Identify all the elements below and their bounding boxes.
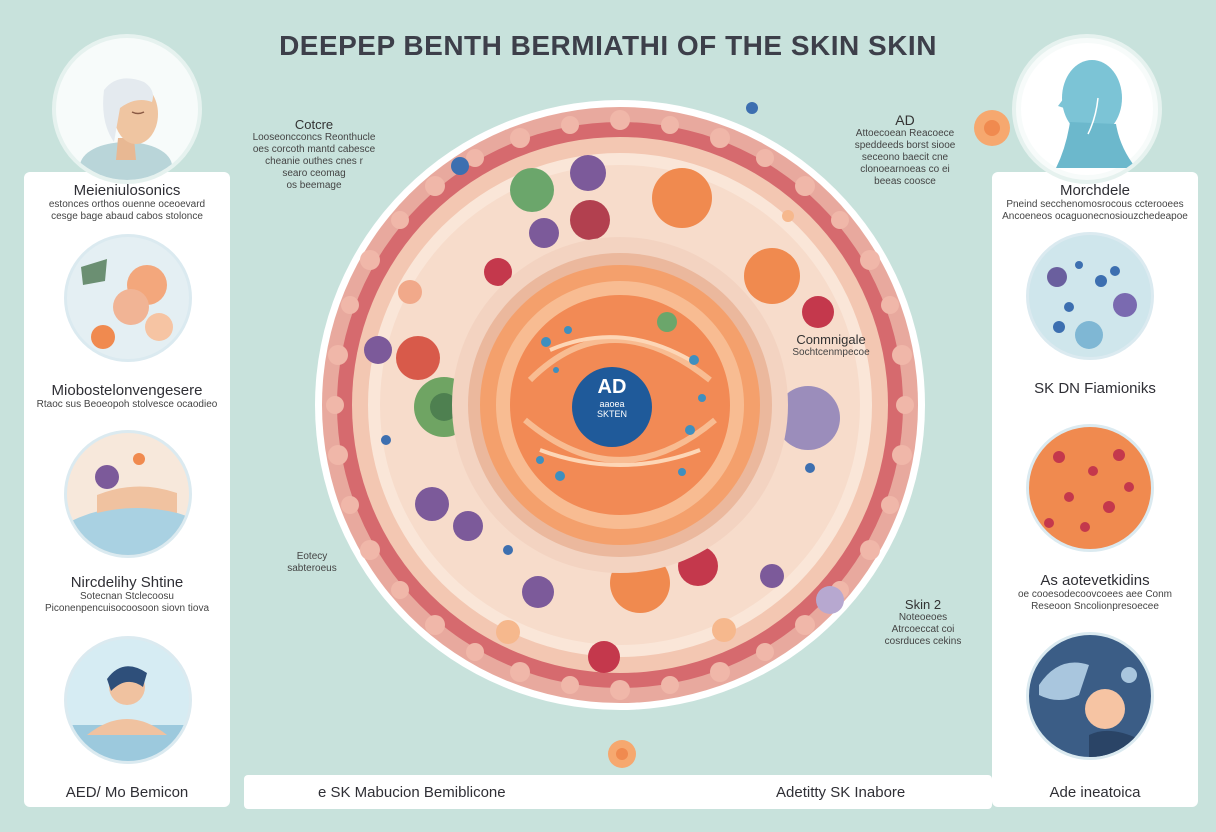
- annotation-line: cheanie outhes cnes r: [265, 156, 363, 167]
- core-title: AD: [597, 376, 627, 398]
- page-title: DEEPEP BENTH BERMIATHI OF THE SKIN SKIN: [279, 30, 937, 61]
- left-avatar: [52, 34, 202, 184]
- footer-left: AED/ Mo Bemicon: [65, 784, 189, 801]
- annotation-heading: AD: [895, 112, 915, 128]
- flower-cell-icon: [974, 110, 1010, 146]
- left-section-1: Meieniulosonics estonces orthos ouenne o…: [24, 182, 230, 223]
- left-section-3: Nircdelihy Shtine Sotecnan Stclecoosu Pi…: [24, 574, 230, 615]
- left-section-2: Miobostelonvengesere Rtaoc sus Beoeopoh …: [24, 382, 230, 411]
- annotation-heading: Cotcre: [294, 117, 334, 132]
- section-heading: Miobostelonvengesere: [51, 382, 203, 399]
- core-line-2: SKTEN: [596, 409, 627, 419]
- right-thumb-2: [1026, 424, 1154, 552]
- annotation-line: Attoecoean Reacoece: [855, 128, 955, 139]
- annotation-heading: Conmnigale: [796, 332, 866, 347]
- section-sub: cesge bage abaud cabos stolonce: [51, 211, 203, 222]
- right-section-3: As aotevetkidins oe cooesodecoovcoees ae…: [992, 572, 1198, 613]
- section-sub: Pneind secchenomosrocous ccterooees: [1006, 199, 1184, 210]
- flower-cell-icon: [608, 740, 636, 768]
- annotation-line: Atrcoeccat coi: [891, 624, 955, 635]
- footer-center-left: e SK Mabucion Bemiblicone: [318, 784, 506, 801]
- core-label: AD aaoea SKTEN: [572, 376, 652, 419]
- annotation-line: Eotecy: [296, 551, 328, 562]
- annotation-line: oes corcoth mantd cabesce: [252, 144, 376, 155]
- annotation-line: Looseoncconcs Reonthucle: [252, 132, 376, 143]
- left-thumb-1: [64, 234, 192, 362]
- annotation-line: Sochtcenmpecoe: [792, 347, 870, 358]
- section-sub: oe cooesodecoovcoees aee Conm: [1018, 589, 1172, 600]
- annotation-line: searo ceomag: [282, 168, 346, 179]
- annotation-mid-left: Eotecy sabteroeus: [272, 551, 352, 575]
- inner-granules: [536, 326, 706, 481]
- right-section-2: SK DN Fiamioniks: [992, 380, 1198, 397]
- section-sub: Ancoeneos ocaguonecnosiouzchedeapoe: [1002, 211, 1188, 222]
- outer-ring-tissue: [326, 110, 914, 700]
- section-sub: Rtaoc sus Beoeopoh stolvesce ocaodieo: [36, 399, 218, 410]
- annotation-low-right: Skin 2 Noteoeoes Atrcoeccat coi cosrduce…: [868, 597, 978, 648]
- left-thumb-3: [64, 636, 192, 764]
- section-sub: estonces orthos ouenne oceoevard: [48, 199, 206, 210]
- right-thumb-3: [1026, 632, 1154, 760]
- annotation-line: seceono baecit cne: [861, 152, 949, 163]
- annotation-line: sabteroeus: [287, 563, 337, 574]
- right-thumb-1: [1026, 232, 1154, 360]
- section-heading: Morchdele: [1059, 182, 1131, 199]
- footer-right: Ade ineatoica: [1049, 784, 1141, 801]
- section-sub: Reseoon Sncolionpresoecee: [1031, 601, 1159, 612]
- section-sub: Piconenpencuisocoosoon siovn tiova: [45, 603, 209, 614]
- annotation-line: beeas coosce: [874, 176, 936, 187]
- section-heading: Meieniulosonics: [73, 182, 181, 199]
- footer-center-right: Adetitty SK Inabore: [776, 784, 906, 801]
- right-section-1: Morchdele Pneind secchenomosrocous ccter…: [992, 182, 1198, 223]
- right-avatar: [1012, 34, 1162, 184]
- annotation-line: cosrduces cekins: [884, 636, 962, 647]
- annotation-top-right: AD Attoecoean Reacoece speddeeds borst s…: [830, 112, 980, 188]
- annotation-line: os beemage: [286, 180, 342, 191]
- annotation-line: clonoearnoeas co ei: [860, 164, 950, 175]
- annotation-heading: Skin 2: [904, 597, 942, 612]
- annotation-mid-right: Conmnigale Sochtcenmpecoe: [776, 332, 886, 359]
- skin-layer-diagram: [315, 100, 925, 710]
- section-heading: Nircdelihy Shtine: [70, 574, 184, 591]
- section-sub: Sotecnan Stclecoosu: [80, 591, 174, 602]
- annotation-line: Noteoeoes: [898, 612, 948, 623]
- footer-bar: [244, 775, 992, 809]
- section-heading: As aotevetkidins: [1040, 572, 1150, 589]
- section-heading: SK DN Fiamioniks: [1034, 380, 1156, 397]
- left-thumb-2: [64, 430, 192, 558]
- annotation-line: speddeeds borst siooe: [854, 140, 956, 151]
- core-line-1: aaoea: [599, 399, 625, 409]
- core-nucleus: [572, 367, 652, 447]
- annotation-top-left: Cotcre Looseoncconcs Reonthucle oes corc…: [232, 117, 396, 192]
